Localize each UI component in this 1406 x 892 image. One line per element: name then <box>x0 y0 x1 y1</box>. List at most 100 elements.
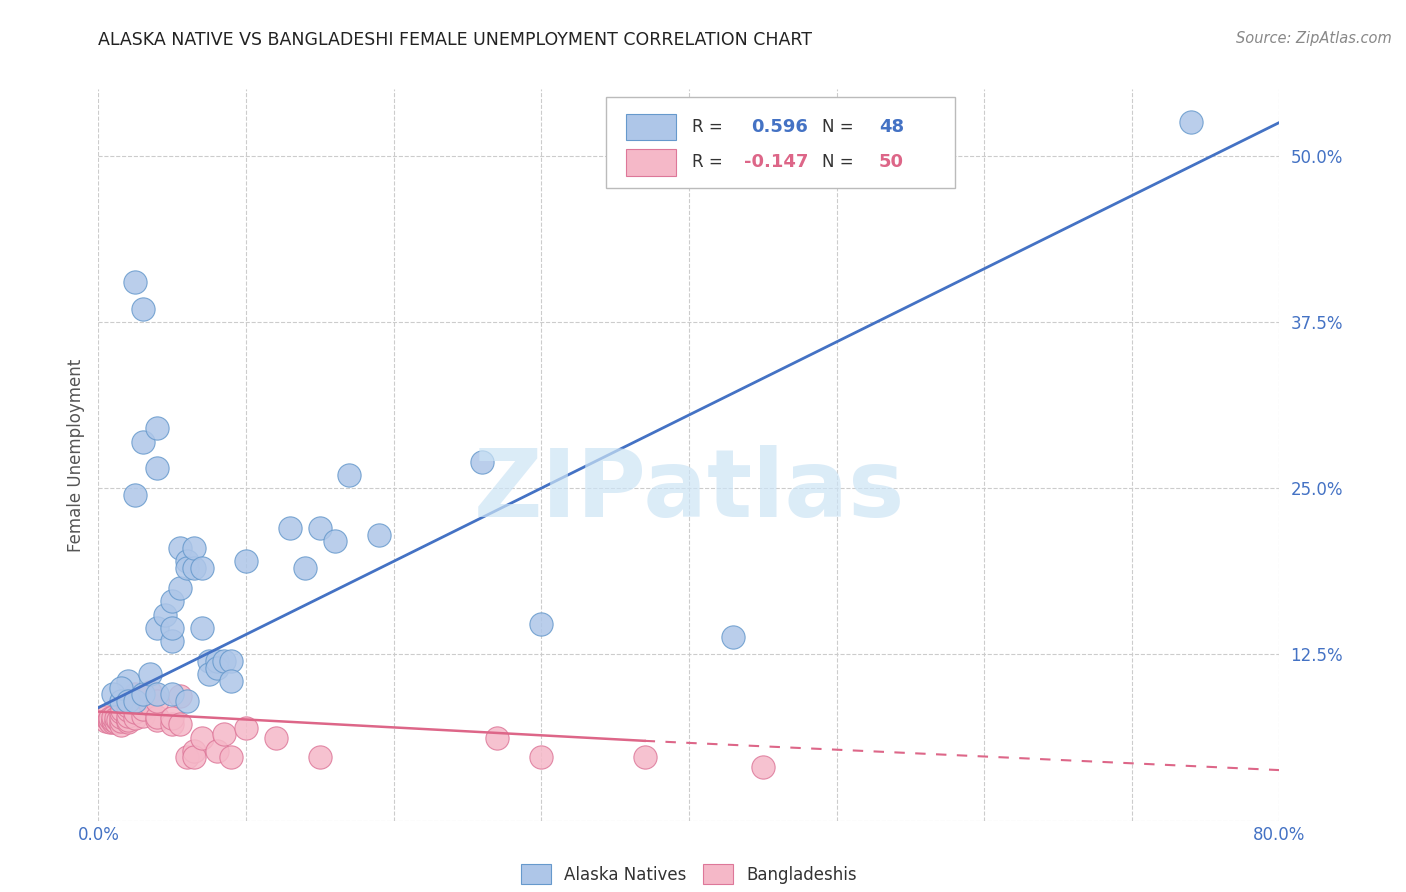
Point <box>132 301 155 316</box>
Point <box>191 621 214 635</box>
Point <box>264 731 287 746</box>
Point <box>132 434 155 449</box>
Point <box>110 710 132 724</box>
Point <box>110 694 132 708</box>
Point <box>124 488 146 502</box>
Point <box>471 454 494 468</box>
Point <box>169 689 191 703</box>
Point <box>162 687 183 701</box>
Point <box>146 461 169 475</box>
Point <box>110 681 132 695</box>
Point <box>176 749 198 764</box>
Text: -0.147: -0.147 <box>744 153 808 171</box>
Point <box>132 690 155 704</box>
Point <box>103 687 125 701</box>
Point <box>117 708 139 723</box>
Point <box>198 667 221 681</box>
Point <box>212 727 235 741</box>
Point <box>146 694 169 708</box>
Point <box>139 684 162 698</box>
Legend: Alaska Natives, Bangladeshis: Alaska Natives, Bangladeshis <box>512 855 866 892</box>
Point <box>169 716 191 731</box>
Point <box>278 521 302 535</box>
Point <box>530 749 553 764</box>
Point <box>205 661 228 675</box>
Point <box>110 718 132 732</box>
Point <box>103 710 125 724</box>
Point <box>219 654 242 668</box>
Point <box>107 713 129 727</box>
Point <box>368 527 391 541</box>
Point <box>110 705 132 719</box>
Point <box>98 711 121 725</box>
Point <box>139 667 162 681</box>
Point <box>294 561 316 575</box>
Point <box>162 634 183 648</box>
Text: 0.596: 0.596 <box>752 119 808 136</box>
Point <box>146 421 169 435</box>
Point <box>309 521 332 535</box>
Text: 48: 48 <box>879 119 904 136</box>
Point <box>97 713 120 727</box>
Point <box>110 714 132 728</box>
Point <box>139 697 162 711</box>
Point <box>486 731 509 746</box>
Point <box>124 705 146 719</box>
Point <box>132 687 155 701</box>
FancyBboxPatch shape <box>626 114 676 140</box>
FancyBboxPatch shape <box>606 96 955 188</box>
Point <box>117 694 139 708</box>
Point <box>162 716 183 731</box>
Point <box>751 760 773 774</box>
Point <box>1180 115 1202 129</box>
Point <box>191 731 214 746</box>
Point <box>205 654 228 668</box>
Point <box>162 594 183 608</box>
Y-axis label: Female Unemployment: Female Unemployment <box>66 359 84 551</box>
Point <box>183 541 205 555</box>
Point <box>103 715 125 730</box>
Point <box>117 703 139 717</box>
Point <box>169 581 191 595</box>
Point <box>162 711 183 725</box>
Point <box>117 713 139 727</box>
Point <box>94 710 117 724</box>
Point <box>103 713 125 727</box>
Point <box>183 744 205 758</box>
Point <box>111 703 134 717</box>
Point <box>212 654 235 668</box>
Point <box>205 744 228 758</box>
Point <box>146 621 169 635</box>
Point <box>117 699 139 714</box>
Point <box>235 554 257 568</box>
Point <box>98 715 121 730</box>
Point <box>162 621 183 635</box>
Point <box>183 749 205 764</box>
Point <box>146 710 169 724</box>
Text: N =: N = <box>823 119 859 136</box>
Point <box>219 673 242 688</box>
Point <box>633 749 655 764</box>
Point <box>132 702 155 716</box>
Point <box>105 711 128 725</box>
Point <box>183 561 205 575</box>
Point <box>94 714 117 728</box>
Text: R =: R = <box>693 153 728 171</box>
Point <box>721 630 744 644</box>
FancyBboxPatch shape <box>626 149 676 176</box>
Point <box>124 711 146 725</box>
Point <box>323 534 346 549</box>
Point <box>176 554 198 568</box>
Text: N =: N = <box>823 153 859 171</box>
Point <box>169 541 191 555</box>
Point <box>132 708 155 723</box>
Point <box>117 715 139 730</box>
Point <box>191 561 214 575</box>
Point <box>124 687 146 701</box>
Point <box>176 561 198 575</box>
Point <box>219 749 242 764</box>
Point <box>309 749 332 764</box>
Point <box>337 467 360 482</box>
Point <box>176 694 198 708</box>
Point <box>530 616 553 631</box>
